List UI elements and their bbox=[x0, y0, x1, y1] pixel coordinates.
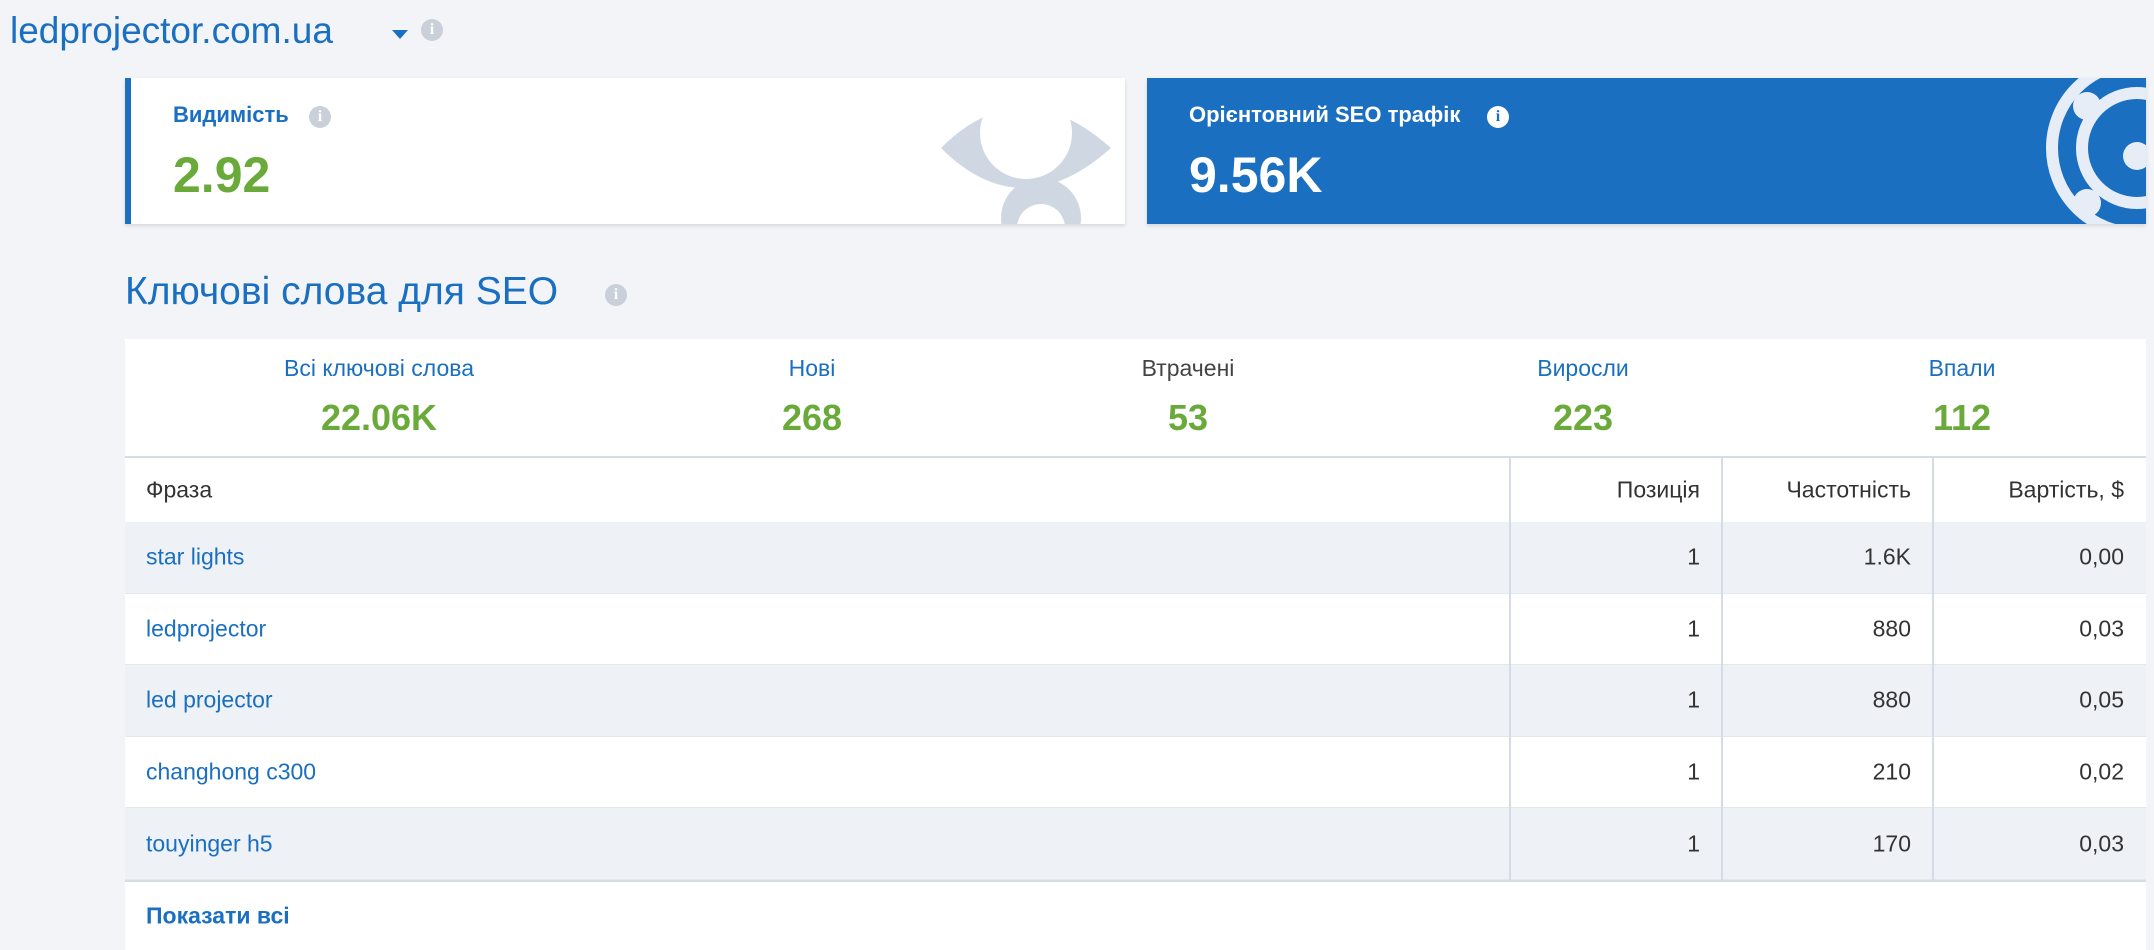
show-all-link[interactable]: Показати всі bbox=[146, 902, 290, 929]
table-cell: 210 bbox=[1872, 758, 1911, 785]
table-cell: 0,00 bbox=[2079, 543, 2124, 570]
card-value: 9.56K bbox=[1189, 147, 1323, 203]
table-cell: 0,02 bbox=[2079, 758, 2124, 785]
table-header: Фраза Позиція Частотність Вартість, $ bbox=[125, 456, 2146, 522]
table-cell: 1 bbox=[1687, 758, 1700, 785]
column-header[interactable]: Частотність bbox=[1786, 476, 1911, 503]
keyword-link[interactable]: star lights bbox=[146, 543, 245, 570]
keyword-link[interactable]: changhong c300 bbox=[146, 758, 317, 785]
card-label: Видимість bbox=[173, 102, 289, 127]
card-label: Орієнтовний SEO трафік bbox=[1189, 102, 1461, 127]
table-cell: 880 bbox=[1872, 686, 1911, 713]
visibility-card: Видимість i 2.92 bbox=[125, 78, 1125, 224]
table-row: star lights 1 1.6K 0,00 bbox=[125, 522, 2146, 594]
info-icon[interactable]: i bbox=[421, 19, 443, 41]
table-cell: 0,05 bbox=[2079, 686, 2124, 713]
table-footer: Показати всі bbox=[125, 880, 2146, 950]
table-cell: 0,03 bbox=[2079, 615, 2124, 642]
column-header[interactable]: Вартість, $ bbox=[2008, 476, 2124, 503]
table-cell: 170 bbox=[1872, 830, 1911, 857]
stat-label[interactable]: Нові bbox=[788, 355, 836, 381]
traffic-card: Орієнтовний SEO трафік i 9.56K bbox=[1147, 78, 2146, 224]
stat-value: 53 bbox=[1167, 397, 1209, 438]
keyword-link[interactable]: touyinger h5 bbox=[146, 830, 273, 857]
section-title: Ключові слова для SEO bbox=[125, 270, 559, 313]
info-icon[interactable]: i bbox=[1487, 106, 1509, 128]
keyword-link[interactable]: led projector bbox=[146, 686, 273, 713]
stat-label[interactable]: Всі ключові слова bbox=[283, 355, 475, 381]
stat-value: 112 bbox=[1932, 397, 1992, 438]
keywords-panel: Всі ключові слова 22.06K Нові 268 Втрачені 53… bbox=[125, 339, 2146, 950]
column-separator bbox=[1721, 456, 1723, 880]
table-cell: 1 bbox=[1687, 686, 1700, 713]
stat-value: 268 bbox=[781, 397, 843, 438]
table-row: touyinger h5 1 170 0,03 bbox=[125, 808, 2146, 880]
domain-title[interactable]: ledprojector.com.ua bbox=[10, 10, 333, 51]
column-header[interactable]: Позиція bbox=[1616, 476, 1700, 503]
column-header: Фраза bbox=[146, 476, 213, 503]
table-cell: 0,03 bbox=[2079, 830, 2124, 857]
table-cell: 1 bbox=[1687, 543, 1700, 570]
table-row: ledprojector 1 880 0,03 bbox=[125, 593, 2146, 666]
column-separator bbox=[1932, 456, 1934, 880]
info-icon[interactable]: i bbox=[605, 284, 627, 306]
stat-label[interactable]: Виросли bbox=[1537, 355, 1629, 381]
card-value: 2.92 bbox=[173, 147, 271, 203]
table-row: changhong c300 1 210 0,02 bbox=[125, 736, 2146, 809]
table-cell: 1.6K bbox=[1863, 543, 1911, 570]
table-row: led projector 1 880 0,05 bbox=[125, 665, 2146, 737]
eye-icon bbox=[941, 87, 1111, 224]
keyword-link[interactable]: ledprojector bbox=[146, 615, 267, 642]
table-cell: 880 bbox=[1872, 615, 1911, 642]
stat-value: 223 bbox=[1552, 397, 1614, 438]
column-separator bbox=[1509, 456, 1511, 880]
dropdown-caret[interactable] bbox=[392, 30, 408, 39]
orbit-icon bbox=[2046, 78, 2146, 224]
info-icon[interactable]: i bbox=[309, 106, 331, 128]
stat-value: 22.06K bbox=[320, 397, 438, 438]
stat-label[interactable]: Впали bbox=[1928, 355, 1996, 381]
table-cell: 1 bbox=[1687, 830, 1700, 857]
table-cell: 1 bbox=[1687, 615, 1700, 642]
stat-label[interactable]: Втрачені bbox=[1141, 355, 1235, 381]
